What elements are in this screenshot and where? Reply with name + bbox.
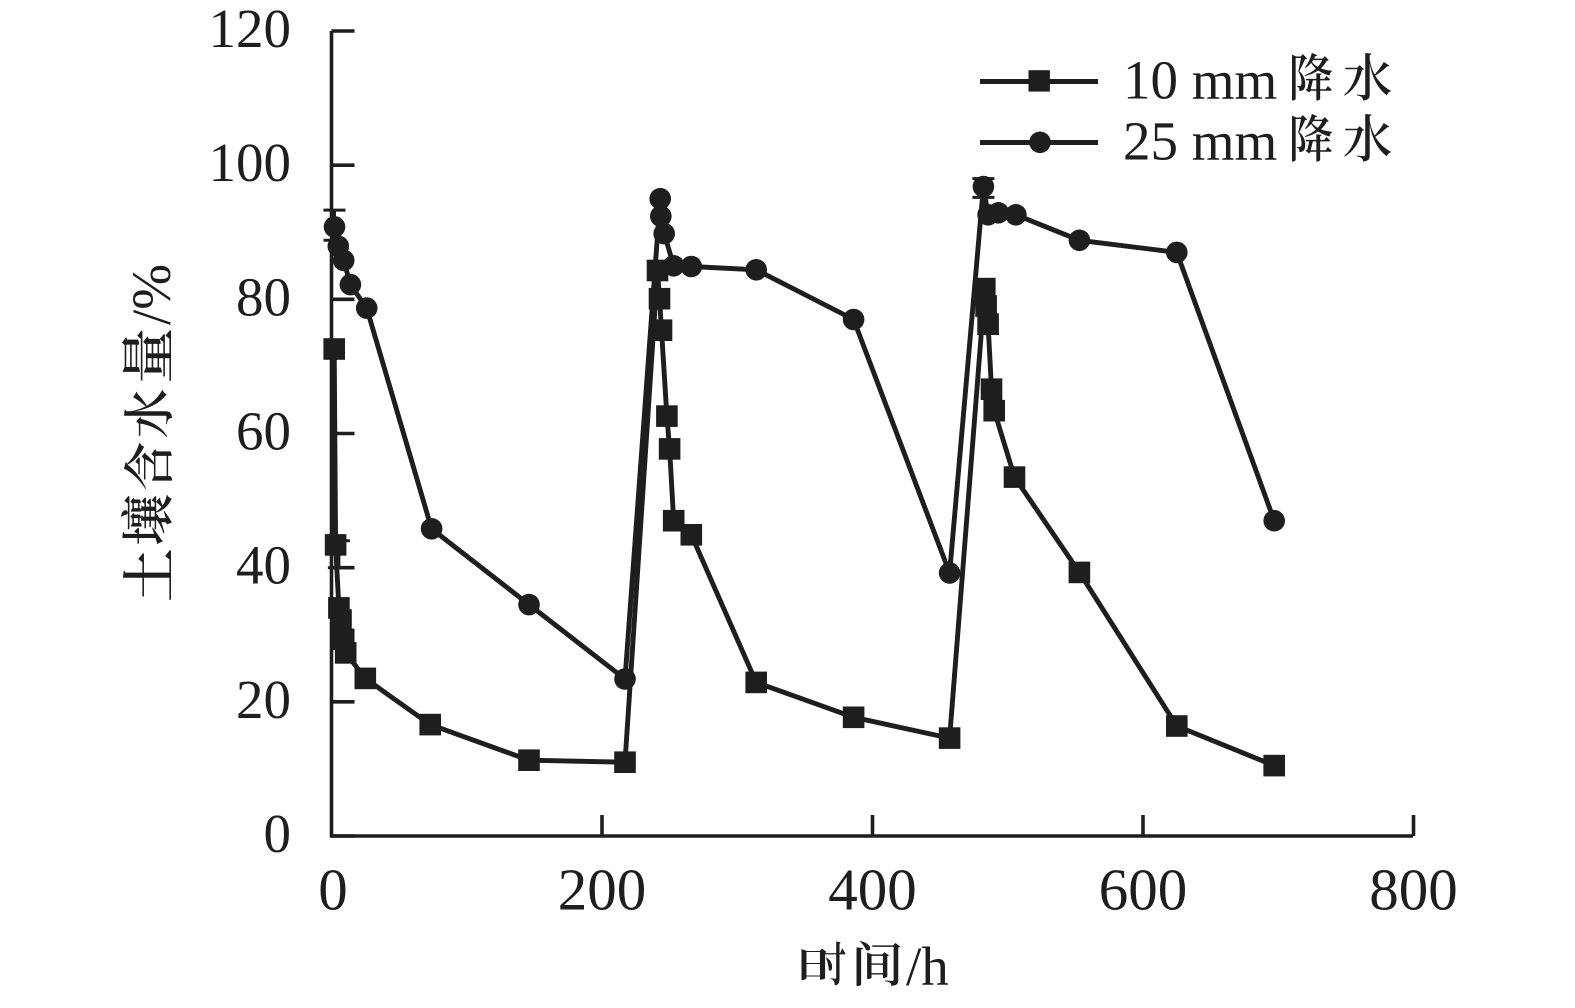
svg-text:120: 120 <box>209 0 292 59</box>
svg-text:10 mm: 10 mm <box>1123 50 1277 111</box>
svg-text:100: 100 <box>209 132 292 193</box>
svg-text:400: 400 <box>828 857 917 923</box>
svg-text:800: 800 <box>1369 857 1458 923</box>
svg-text:/h: /h <box>906 936 949 997</box>
svg-text:40: 40 <box>236 535 291 596</box>
svg-text:600: 600 <box>1099 857 1188 923</box>
svg-text:25 mm: 25 mm <box>1123 111 1277 172</box>
svg-text:80: 80 <box>236 266 291 327</box>
svg-text:0: 0 <box>264 803 292 864</box>
svg-text:20: 20 <box>236 669 291 730</box>
svg-text:200: 200 <box>558 857 647 923</box>
svg-text:/%: /% <box>121 264 182 325</box>
svg-text:0: 0 <box>318 857 348 923</box>
svg-text:60: 60 <box>236 401 291 462</box>
